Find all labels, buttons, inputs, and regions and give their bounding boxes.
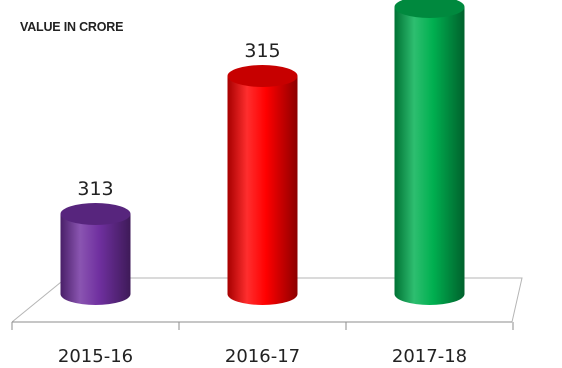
bar-top [227, 65, 298, 87]
x-tick-label-2017-18: 2017-18 [392, 346, 467, 367]
bar-2016-17 [227, 65, 298, 305]
floor-left-edge [11, 277, 67, 323]
chart-floor [11, 277, 523, 323]
bar-body [227, 76, 298, 305]
x-tick-label-2016-17: 2016-17 [225, 346, 300, 367]
x-axis: 2015-16 2016-17 2017-18 [11, 321, 514, 367]
bar-body [60, 214, 131, 305]
x-axis-ticks [11, 322, 514, 330]
bar-top [394, 0, 465, 18]
bar-top [60, 203, 131, 225]
x-axis-tick-labels: 2015-16 2016-17 2017-18 [58, 346, 467, 367]
data-labels: 313315316 [77, 40, 280, 200]
floor-back-edge [66, 277, 523, 323]
x-tick-label-2015-16: 2015-16 [58, 346, 133, 367]
data-label-2016-17: 315 [244, 40, 280, 62]
bar-body [394, 7, 465, 305]
bars [60, 0, 465, 305]
bar-2015-16 [60, 203, 131, 305]
chart-title: VALUE IN CRORE [20, 20, 123, 34]
bar-2017-18 [394, 0, 465, 305]
data-label-2015-16: 313 [77, 178, 113, 200]
